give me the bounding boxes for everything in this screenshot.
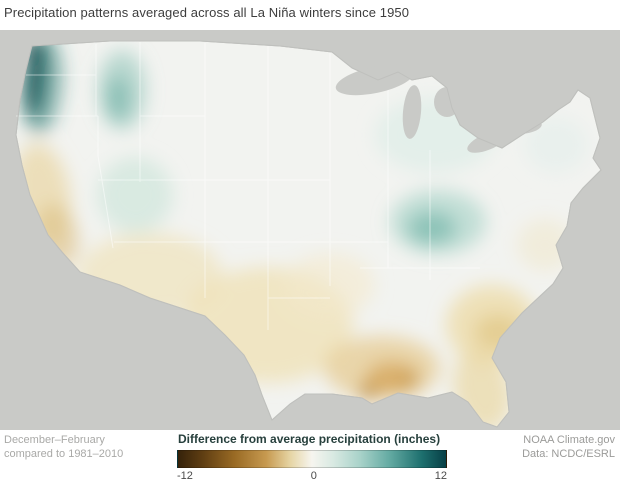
legend-tick-labels: -12 0 12 [177,470,447,482]
period-line1: December–February [4,434,105,446]
legend-max-label: 12 [434,470,447,482]
credit-line1: NOAA Climate.gov [523,434,615,446]
page-title: Precipitation patterns averaged across a… [4,5,410,20]
map-area [0,30,620,430]
anomaly-region [97,157,173,233]
anomaly-region [524,117,588,173]
state-borders [16,42,480,330]
source-credit: NOAA Climate.gov Data: NCDC/ESRL [522,433,615,461]
lake-superior [335,64,415,96]
anomaly-region [408,212,456,244]
lake-huron [434,87,460,117]
color-legend: Difference from average precipitation (i… [177,432,447,482]
lake-ontario [514,120,542,134]
anomaly-region [359,384,377,400]
great-lakes [335,64,542,153]
period-note: December–February compared to 1981–2010 [4,433,123,461]
legend-gradient-bar [177,450,447,468]
us-precipitation-map [0,30,620,430]
credit-line2: Data: NCDC/ESRL [522,448,615,460]
lake-michigan [402,85,422,139]
anomaly-region [107,76,129,120]
legend-mid-label: 0 [310,470,317,482]
period-line2: compared to 1981–2010 [4,448,124,460]
anomaly-region [402,373,418,387]
anomaly-region [366,362,418,394]
footer: December–February compared to 1981–2010 … [0,430,620,483]
anomaly-region [517,219,573,271]
us-outline [15,40,602,428]
legend-title: Difference from average precipitation (i… [178,432,441,446]
legend-min-label: -12 [177,470,193,482]
